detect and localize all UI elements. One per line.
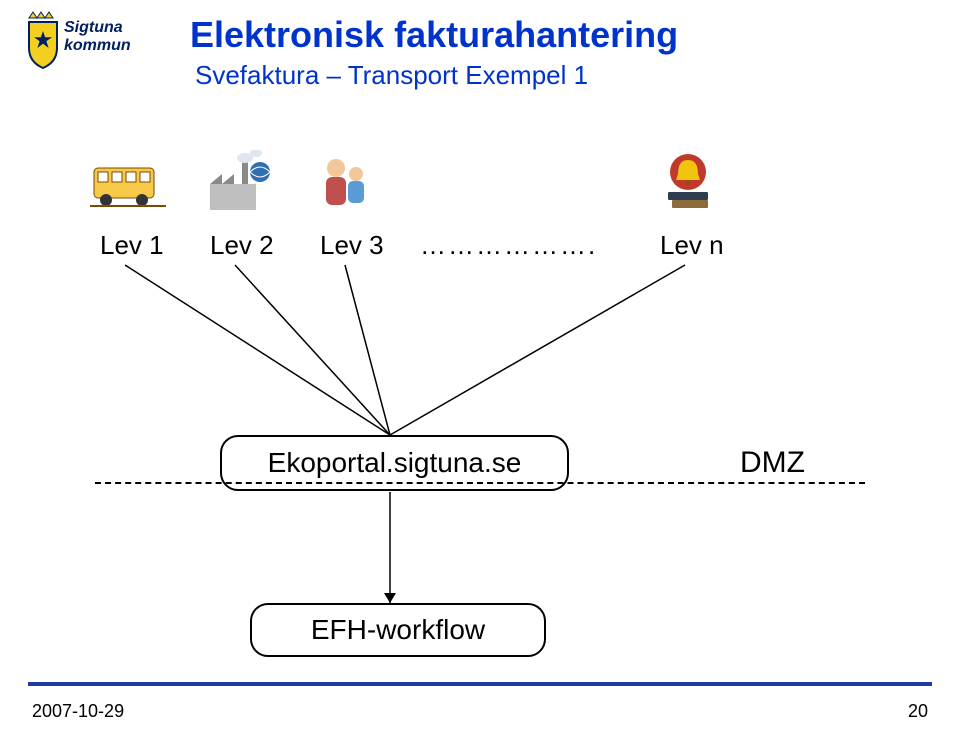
efh-workflow-label: EFH-workflow — [311, 614, 485, 646]
dmz-label: DMZ — [740, 446, 805, 480]
level-label-2: Lev 2 — [210, 230, 274, 261]
people-icon — [308, 150, 388, 220]
factory-icon — [198, 150, 278, 220]
footer-date: 2007-10-29 — [32, 701, 124, 722]
ekoportal-label: Ekoportal.sigtuna.se — [268, 447, 522, 479]
level-label-1: Lev 1 — [100, 230, 164, 261]
footer-line — [28, 682, 932, 686]
dmz-divider — [95, 482, 865, 484]
level-dots: ………………. — [420, 230, 597, 261]
level-label-3: Lev 3 — [320, 230, 384, 261]
slide-title: Elektronisk fakturahantering — [190, 14, 678, 56]
efh-workflow-box: EFH-workflow — [250, 603, 546, 657]
bell-icon — [648, 150, 728, 220]
footer-page-number: 20 — [908, 701, 928, 722]
svg-text:kommun: kommun — [64, 37, 131, 54]
slide-subtitle: Svefaktura – Transport Exempel 1 — [195, 60, 588, 91]
level-label-n: Lev n — [660, 230, 724, 261]
logo: Sigtuna kommun — [24, 10, 144, 74]
bus-icon — [88, 150, 168, 220]
svg-text:Sigtuna: Sigtuna — [64, 19, 123, 36]
